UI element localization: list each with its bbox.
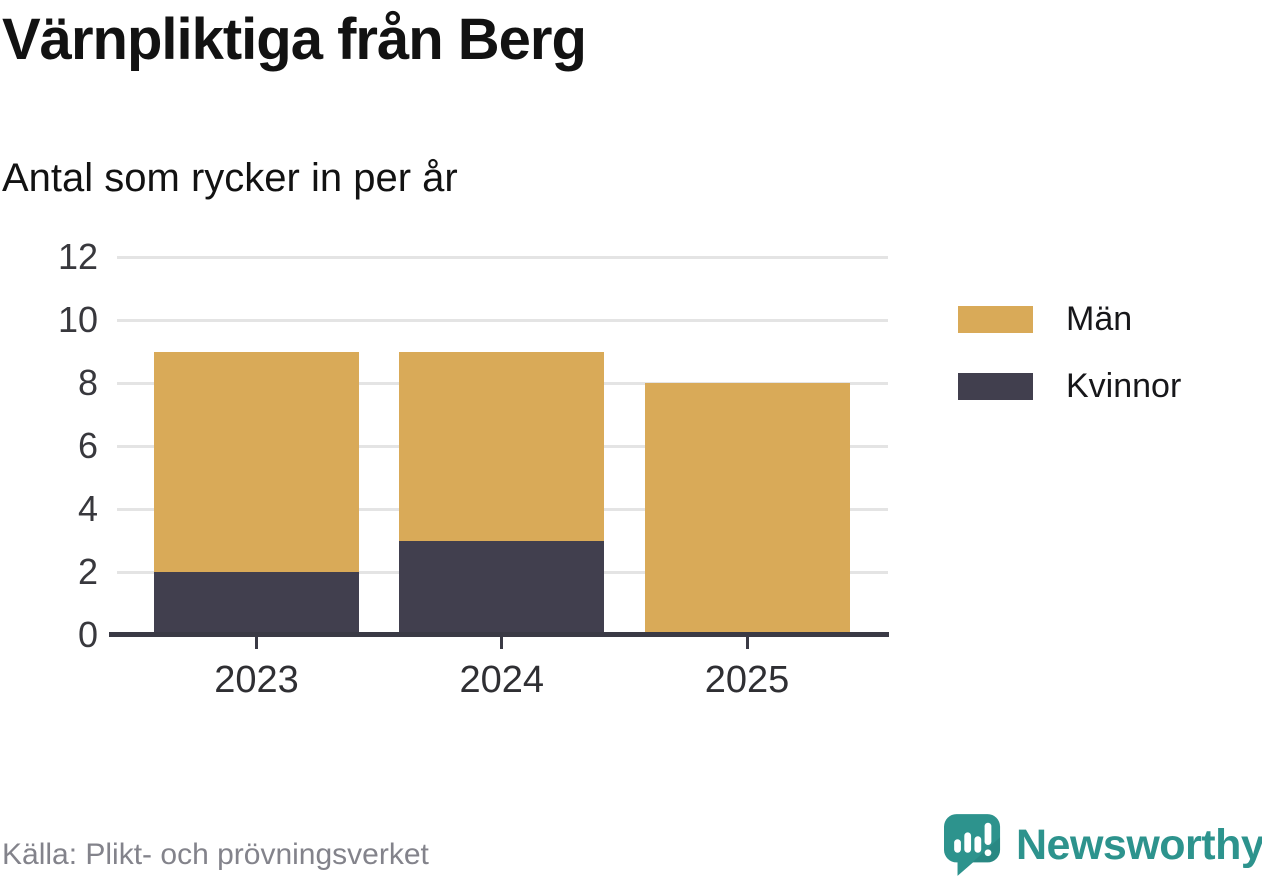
chart-subtitle: Antal som rycker in per år bbox=[2, 156, 458, 200]
legend-row-män: Män bbox=[958, 300, 1181, 339]
x-tick bbox=[500, 637, 504, 649]
gridline bbox=[117, 255, 888, 259]
x-tick bbox=[745, 637, 749, 649]
y-tick-label: 4 bbox=[77, 488, 98, 529]
y-tick-label: 10 bbox=[57, 299, 98, 340]
y-tick-label: 0 bbox=[77, 614, 98, 655]
bar-segment-2023-män bbox=[154, 351, 359, 572]
legend-swatch-män bbox=[958, 306, 1033, 333]
legend: Män Kvinnor bbox=[958, 300, 1181, 434]
newsworthy-wordmark: Newsworthy bbox=[1016, 820, 1262, 869]
x-tick-label: 2024 bbox=[459, 659, 545, 701]
bar-segment-2025-män bbox=[644, 383, 850, 635]
x-tick-label: 2025 bbox=[704, 659, 790, 701]
bar-segment-2024-män bbox=[399, 351, 605, 541]
legend-row-kvinnor: Kvinnor bbox=[958, 367, 1181, 406]
y-tick-label: 2 bbox=[77, 551, 98, 592]
bar-segment-2024-kvinnor bbox=[399, 540, 605, 635]
legend-label: Kvinnor bbox=[1066, 367, 1182, 405]
legend-swatch-kvinnor bbox=[958, 373, 1033, 400]
newsworthy-logo: Newsworthy bbox=[944, 814, 1262, 876]
source-caption: Källa: Plikt- och prövningsverket bbox=[2, 838, 429, 871]
x-axis-line bbox=[109, 632, 889, 637]
y-tick-label: 8 bbox=[77, 362, 98, 403]
legend-label: Män bbox=[1066, 300, 1133, 338]
gridline bbox=[117, 318, 888, 322]
chart-title: Värnpliktiga från Berg bbox=[2, 7, 587, 72]
x-tick bbox=[255, 637, 258, 649]
newsworthy-logo-icon bbox=[944, 814, 1001, 876]
x-tick-label: 2023 bbox=[214, 659, 299, 701]
y-tick-label: 12 bbox=[57, 236, 98, 277]
bar-segment-2023-kvinnor bbox=[154, 572, 359, 635]
y-tick-label: 6 bbox=[77, 425, 98, 466]
